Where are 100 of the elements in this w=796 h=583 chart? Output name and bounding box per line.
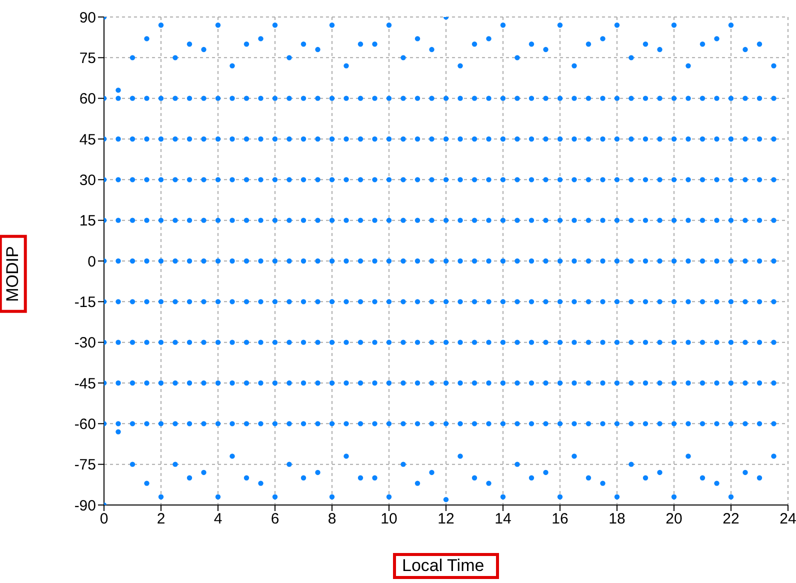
point: [186, 177, 192, 182]
point: [628, 96, 634, 101]
x-tick-label: 0: [100, 510, 108, 528]
point: [344, 177, 349, 182]
point: [230, 380, 235, 386]
point: [742, 177, 748, 182]
point: [144, 380, 150, 386]
point: [429, 470, 434, 476]
point: [186, 218, 192, 223]
point: [215, 380, 221, 386]
point: [429, 380, 434, 386]
point: [686, 380, 691, 386]
point: [186, 340, 192, 345]
point: [458, 258, 463, 264]
point: [258, 421, 264, 426]
point: [329, 494, 335, 500]
point: [286, 177, 292, 182]
point: [671, 177, 677, 182]
point: [386, 299, 392, 304]
point: [130, 218, 136, 223]
point: [443, 421, 449, 426]
point: [728, 136, 734, 142]
point: [600, 218, 606, 223]
point: [614, 136, 620, 142]
point: [486, 136, 492, 142]
point: [642, 299, 648, 304]
point: [728, 299, 734, 304]
y-tick-label: -90: [74, 497, 96, 514]
point: [372, 340, 378, 345]
point: [315, 299, 320, 304]
point: [201, 340, 206, 345]
point: [443, 136, 449, 142]
point: [600, 96, 606, 101]
point: [614, 340, 620, 345]
point: [514, 136, 520, 142]
point: [414, 218, 420, 223]
point: [514, 218, 520, 223]
point: [400, 462, 406, 467]
y-tick-label: -15: [74, 294, 96, 311]
point: [258, 258, 264, 264]
point: [528, 96, 534, 101]
point: [215, 299, 221, 304]
point: [714, 96, 720, 101]
point: [686, 96, 691, 101]
point: [514, 380, 520, 386]
point: [158, 177, 164, 182]
point: [258, 480, 264, 486]
y-tick-label: -75: [74, 456, 96, 474]
point: [614, 218, 620, 223]
point: [614, 494, 620, 500]
point: [329, 96, 335, 101]
point: [557, 494, 563, 500]
x-tick-label: 24: [780, 510, 796, 528]
point: [756, 299, 762, 304]
x-tick-label: 10: [380, 510, 398, 528]
point: [486, 96, 492, 101]
point: [686, 218, 691, 223]
point: [572, 96, 577, 101]
point: [386, 177, 392, 182]
point: [500, 380, 506, 386]
x-tick-label: 6: [270, 510, 280, 528]
point: [728, 421, 734, 426]
point: [572, 136, 577, 142]
point: [358, 380, 364, 386]
point: [443, 258, 449, 264]
point: [172, 55, 178, 60]
x-axis-title: Local Time: [393, 553, 500, 579]
point: [244, 177, 250, 182]
point: [230, 340, 235, 345]
point: [472, 258, 478, 264]
point: [756, 380, 762, 386]
point: [244, 421, 250, 426]
point: [586, 475, 592, 480]
point: [372, 96, 378, 101]
point: [116, 258, 121, 264]
point: [600, 177, 606, 182]
point: [642, 96, 648, 101]
point: [286, 218, 292, 223]
point: [258, 177, 264, 182]
point: [557, 380, 563, 386]
point: [172, 177, 178, 182]
point: [315, 177, 320, 182]
point: [514, 55, 520, 60]
point: [358, 340, 364, 345]
point: [201, 177, 206, 182]
point: [756, 421, 762, 426]
point: [300, 96, 306, 101]
point: [186, 380, 192, 386]
point: [372, 218, 378, 223]
point: [500, 218, 506, 223]
point: [543, 380, 548, 386]
point: [172, 96, 178, 101]
point: [244, 218, 250, 223]
point: [514, 258, 520, 264]
point: [286, 340, 292, 345]
point: [557, 136, 563, 142]
point: [230, 299, 235, 304]
point: [586, 218, 592, 223]
point: [657, 421, 662, 426]
y-tick-label: 75: [79, 50, 96, 67]
